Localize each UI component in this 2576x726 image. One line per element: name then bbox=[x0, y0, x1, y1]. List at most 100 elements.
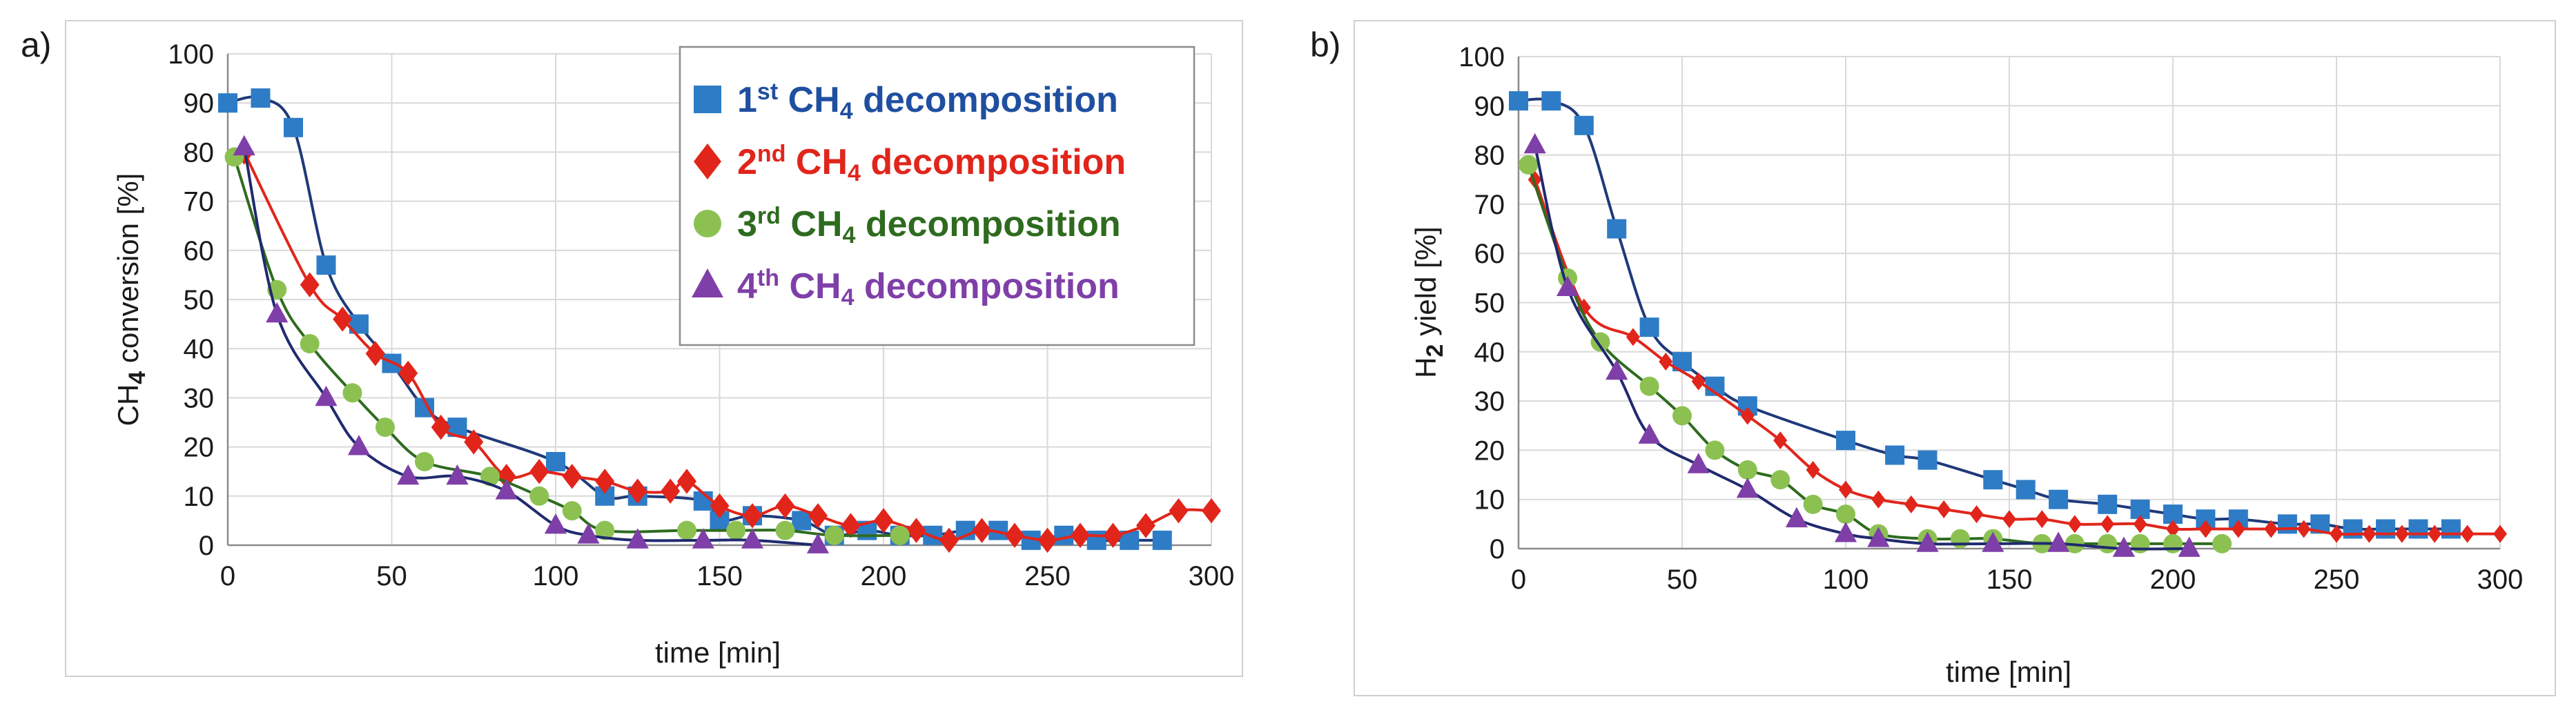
y-tick-label-a-100: 100 bbox=[168, 39, 214, 70]
data-point-a-2-24 bbox=[1037, 527, 1057, 553]
data-point-a-2-15 bbox=[743, 503, 762, 529]
data-point-a-3-13 bbox=[824, 525, 844, 545]
data-point-a-3-9 bbox=[595, 520, 615, 540]
data-point-a-4-12 bbox=[806, 533, 830, 553]
data-point-a-4-11 bbox=[741, 528, 764, 549]
data-point-a-2-2 bbox=[333, 306, 353, 332]
data-point-b-2-11 bbox=[1937, 500, 1951, 518]
data-point-a-3-12 bbox=[775, 520, 795, 540]
y-tick-label-a-80: 80 bbox=[184, 137, 215, 168]
y-tick-label-a-60: 60 bbox=[184, 236, 215, 266]
data-point-b-1-24 bbox=[2441, 519, 2461, 539]
y-tick-label-a-20: 20 bbox=[184, 433, 215, 463]
x-tick-label-a-0: 0 bbox=[220, 561, 235, 591]
data-point-a-2-22 bbox=[972, 518, 992, 543]
data-point-b-3-3 bbox=[1639, 376, 1659, 396]
legend-marker-4 bbox=[692, 268, 723, 297]
panel-tag-b: b) bbox=[1310, 26, 1340, 64]
data-point-b-2-18 bbox=[2166, 520, 2180, 538]
y-tick-label-b-20: 20 bbox=[1474, 435, 1505, 466]
data-point-a-3-4 bbox=[375, 418, 395, 438]
data-point-a-2-12 bbox=[661, 478, 681, 504]
legend-label-sup-3: rd bbox=[757, 203, 781, 229]
data-point-a-2-16 bbox=[775, 493, 795, 519]
legend-label-post-2: decomposition bbox=[861, 142, 1126, 182]
data-point-b-2-15 bbox=[2067, 515, 2082, 533]
x-tick-label-a-50: 50 bbox=[376, 561, 407, 591]
data-point-b-2-23 bbox=[2330, 524, 2343, 543]
data-point-b-1-1 bbox=[1541, 91, 1561, 111]
legend-label-1: 1st CH4 decomposition bbox=[737, 79, 1118, 124]
data-point-b-2-4 bbox=[1691, 372, 1706, 391]
data-point-a-1-22 bbox=[1054, 525, 1074, 545]
y-axis-label-main-a: CH bbox=[112, 384, 144, 426]
data-point-a-3-7 bbox=[529, 486, 549, 506]
y-tick-label-b-90: 90 bbox=[1474, 91, 1505, 121]
data-point-a-4-6 bbox=[495, 479, 518, 500]
data-point-a-4-7 bbox=[544, 513, 567, 534]
x-tick-label-b-250: 250 bbox=[2314, 565, 2360, 595]
data-point-b-3-18 bbox=[2163, 533, 2183, 553]
series-a-4 bbox=[233, 135, 830, 553]
y-tick-label-b-100: 100 bbox=[1458, 42, 1505, 72]
data-point-b-4-9 bbox=[1916, 531, 1939, 552]
data-point-b-2-13 bbox=[2002, 510, 2016, 529]
data-point-a-1-14 bbox=[792, 511, 812, 531]
legend-label-3: 3rd CH4 decomposition bbox=[737, 203, 1121, 248]
data-point-b-1-22 bbox=[2376, 519, 2396, 539]
data-point-a-1-0 bbox=[218, 93, 237, 113]
data-point-a-2-19 bbox=[874, 508, 893, 533]
data-point-b-4-0 bbox=[1523, 133, 1546, 154]
data-point-a-2-11 bbox=[627, 478, 647, 504]
data-point-b-2-14 bbox=[2035, 510, 2049, 529]
data-point-b-2-8 bbox=[1839, 480, 1853, 499]
legend-label-num-1: 1 bbox=[737, 80, 757, 120]
data-point-b-2-20 bbox=[2231, 520, 2245, 538]
data-point-b-2-21 bbox=[2264, 520, 2279, 538]
legend-label-mid-1: CH bbox=[778, 80, 840, 120]
legend-label-mid-4: CH bbox=[779, 266, 841, 306]
data-point-b-4-12 bbox=[2112, 536, 2135, 557]
data-point-b-1-19 bbox=[2277, 514, 2297, 534]
data-point-b-3-7 bbox=[1770, 470, 1790, 490]
data-point-a-4-9 bbox=[626, 528, 649, 549]
data-point-a-2-23 bbox=[1005, 522, 1024, 548]
data-point-a-2-13 bbox=[677, 469, 696, 494]
data-point-b-4-4 bbox=[1687, 453, 1710, 473]
y-axis-label-sub-a: 4 bbox=[124, 371, 150, 384]
data-point-b-1-3 bbox=[1607, 219, 1627, 239]
data-point-a-2-8 bbox=[529, 459, 549, 484]
series-b-2 bbox=[1528, 170, 2507, 543]
x-axis-label-b: time [min] bbox=[1946, 656, 2071, 688]
data-point-b-4-7 bbox=[1834, 522, 1857, 542]
y-tick-label-a-50: 50 bbox=[184, 285, 215, 315]
y-tick-label-a-70: 70 bbox=[184, 187, 215, 217]
y-tick-label-b-10: 10 bbox=[1474, 485, 1505, 516]
data-point-b-1-4 bbox=[1639, 317, 1659, 337]
data-point-b-3-8 bbox=[1803, 494, 1823, 514]
legend-label-post-3: decomposition bbox=[855, 204, 1120, 244]
data-point-a-4-3 bbox=[347, 435, 371, 455]
data-point-a-4-8 bbox=[577, 523, 600, 544]
x-tick-label-b-150: 150 bbox=[1987, 565, 2033, 595]
data-point-a-2-6 bbox=[464, 429, 484, 455]
y-axis-label-sub-b: 2 bbox=[1422, 344, 1448, 357]
data-point-b-3-12 bbox=[1950, 529, 1970, 549]
data-point-b-4-11 bbox=[2047, 531, 2070, 552]
data-point-b-2-24 bbox=[2362, 524, 2377, 543]
panel-frame-b bbox=[1354, 20, 2556, 696]
data-point-a-3-8 bbox=[562, 501, 582, 521]
data-point-b-3-5 bbox=[1705, 440, 1725, 460]
legend-label-sup-4: th bbox=[757, 265, 779, 291]
data-point-a-1-25 bbox=[1152, 530, 1172, 550]
data-point-a-3-10 bbox=[677, 520, 696, 540]
data-point-b-2-2 bbox=[1626, 328, 1640, 346]
data-point-a-1-1 bbox=[251, 88, 271, 108]
chart-panel-a: 0 10 20 30 40 50 60 70 80 90 100 0 50 100 150 200 250 300… bbox=[21, 20, 1243, 677]
legend-label-num-4: 4 bbox=[737, 266, 757, 306]
data-point-b-2-12 bbox=[1969, 505, 1984, 524]
legend-label-sub-2: 4 bbox=[848, 160, 861, 186]
data-point-b-4-3 bbox=[1638, 423, 1661, 444]
data-point-a-4-10 bbox=[692, 528, 714, 549]
